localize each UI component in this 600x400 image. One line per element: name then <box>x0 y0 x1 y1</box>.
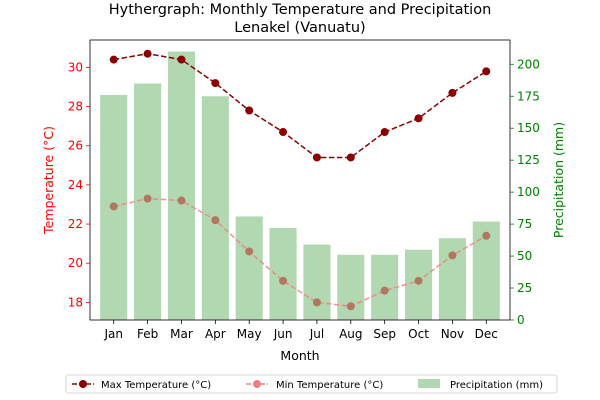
legend-label-min-temperature: Min Temperature (°C) <box>276 380 383 391</box>
left-y-tick-label-26: 26 <box>68 139 83 153</box>
min-temperature-point-mar <box>177 196 186 205</box>
x-tick-label-feb: Feb <box>137 327 158 341</box>
chart-title: Hythergraph: Monthly Temperature and Pre… <box>109 2 492 18</box>
max-temperature-point-jun <box>279 128 288 137</box>
left-y-tick-label-30: 30 <box>68 60 83 74</box>
min-temperature-point-may <box>245 247 254 256</box>
min-temperature-point-sep <box>380 286 389 295</box>
max-temperature-point-sep <box>380 128 389 137</box>
right-y-tick-label-0: 0 <box>517 313 525 327</box>
x-tick-label-may: May <box>237 327 262 341</box>
min-temperature-point-jan <box>109 202 118 211</box>
x-tick-label-jul: Jul <box>309 327 324 341</box>
max-temperature-point-jul <box>312 153 321 162</box>
x-tick-label-sep: Sep <box>373 327 396 341</box>
x-axis-label: Month <box>280 348 319 363</box>
x-tick-label-oct: Oct <box>408 327 429 341</box>
max-temperature-point-aug <box>346 153 355 162</box>
legend-swatch-precipitation <box>418 379 440 388</box>
max-temperature-point-jan <box>109 55 118 64</box>
x-tick-label-aug: Aug <box>339 327 362 341</box>
legend-label-precipitation: Precipitation (mm) <box>450 380 543 391</box>
precipitation-bar-mar <box>167 51 195 321</box>
right-y-axis-label: Precipitation (mm) <box>551 122 566 238</box>
min-temperature-line <box>113 197 487 308</box>
x-tick-label-nov: Nov <box>441 327 464 341</box>
min-temperature-point-nov <box>448 251 457 260</box>
min-temperature-point-jun <box>279 276 288 285</box>
temperature-lines <box>109 49 491 311</box>
max-temperature-point-dec <box>482 67 491 76</box>
chart-subtitle: Lenakel (Vanuatu) <box>234 20 365 36</box>
precipitation-bar-jun <box>269 227 297 320</box>
plot-frame <box>89 39 511 321</box>
x-tick-label-apr: Apr <box>205 327 226 341</box>
right-y-tick-label-25: 25 <box>517 281 532 295</box>
min-temperature-point-jul <box>312 298 321 307</box>
left-y-tick-label-20: 20 <box>68 256 83 270</box>
x-tick-label-jun: Jun <box>273 327 293 341</box>
left-y-tick-label-22: 22 <box>68 217 83 231</box>
max-temperature-point-feb <box>143 49 152 58</box>
right-y-tick-label-150: 150 <box>517 121 540 135</box>
legend: Max Temperature (°C) Min Temperature (°C… <box>65 374 558 394</box>
min-temperature-point-dec <box>482 231 491 240</box>
right-y-tick-label-175: 175 <box>517 89 540 103</box>
max-temperature-point-oct <box>414 114 423 123</box>
legend-marker-max-temperature <box>79 380 87 388</box>
min-temperature-point-oct <box>414 276 423 285</box>
legend-item-min-temperature: Min Temperature (°C) <box>246 380 383 391</box>
max-temperature-point-mar <box>177 55 186 64</box>
legend-item-precipitation: Precipitation (mm) <box>418 379 543 391</box>
right-y-tick-label-50: 50 <box>517 249 532 263</box>
right-y-tick-label-75: 75 <box>517 217 532 231</box>
left-y-tick-label-28: 28 <box>68 100 83 114</box>
legend-label-max-temperature: Max Temperature (°C) <box>101 380 211 391</box>
right-y-tick-label-200: 200 <box>517 57 540 71</box>
min-temperature-point-feb <box>143 194 152 203</box>
max-temperature-point-nov <box>448 88 457 97</box>
precipitation-bar-apr <box>201 96 229 320</box>
legend-item-max-temperature: Max Temperature (°C) <box>72 380 211 391</box>
precipitation-bar-nov <box>438 238 466 320</box>
precipitation-bar-oct <box>405 249 433 320</box>
left-y-tick-label-18: 18 <box>68 295 83 309</box>
precipitation-bar-may <box>235 216 263 320</box>
left-y-tick-label-24: 24 <box>68 178 83 192</box>
max-temperature-point-may <box>245 106 254 115</box>
max-temperature-point-apr <box>211 79 220 88</box>
min-temperature-point-aug <box>346 302 355 311</box>
right-y-tick-label-100: 100 <box>517 185 540 199</box>
left-y-axis-label: Temperature (°C) <box>41 126 56 235</box>
legend-marker-min-temperature <box>253 380 261 388</box>
x-tick-label-dec: Dec <box>475 327 498 341</box>
min-temperature-point-apr <box>211 216 220 225</box>
precipitation-bars <box>100 51 500 321</box>
max-temperature-line <box>113 52 487 159</box>
axes: Jan Feb Mar Apr May Jun Jul Aug Sep Oct Nov Dec 18 20… <box>68 39 540 341</box>
x-tick-label-mar: Mar <box>170 327 193 341</box>
precipitation-bar-jul <box>303 244 331 320</box>
right-y-tick-label-125: 125 <box>517 153 540 167</box>
x-tick-label-jan: Jan <box>103 327 123 341</box>
